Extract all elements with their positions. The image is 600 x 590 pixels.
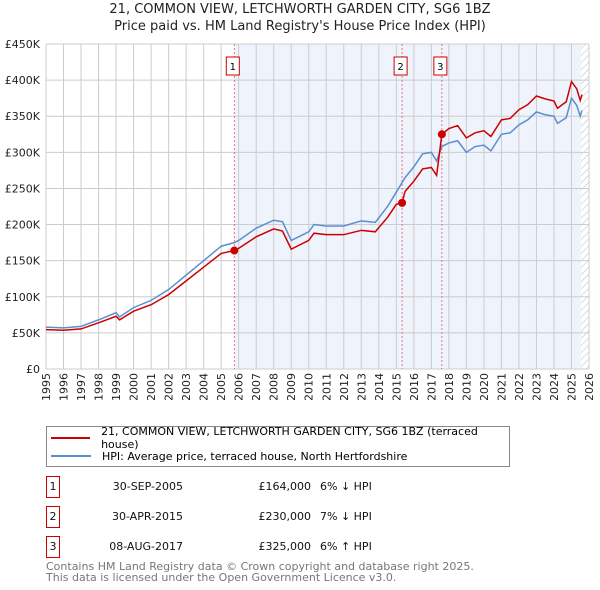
sale-point <box>437 130 446 139</box>
x-tick-label: 2012 <box>338 373 351 400</box>
x-tick-label: 2023 <box>530 373 543 400</box>
x-tick-label: 2002 <box>163 373 176 400</box>
forecast-hatch <box>581 44 589 369</box>
chart-subtitle: Price paid vs. HM Land Registry's House … <box>114 19 486 34</box>
sale-hpi-diff: 6% ↑ HPI <box>320 540 372 553</box>
x-tick-label: 1997 <box>75 373 88 400</box>
sale-label: 3 <box>437 62 443 73</box>
y-tick-label: £250K <box>5 182 41 195</box>
x-tick-label: 2017 <box>425 373 438 400</box>
x-tick-label: 2003 <box>180 373 193 400</box>
legend-swatch-price <box>51 437 91 439</box>
sale-badge: 3 <box>46 536 60 558</box>
x-tick-label: 2024 <box>548 373 561 400</box>
y-tick-label: £200K <box>5 219 41 232</box>
x-tick-label: 2022 <box>513 373 526 400</box>
sale-hpi-diff: 6% ↓ HPI <box>320 480 372 493</box>
legend-label: 21, COMMON VIEW, LETCHWORTH GARDEN CITY,… <box>101 425 478 451</box>
sale-price: £325,000 <box>258 540 312 553</box>
sale-price: £164,000 <box>258 480 312 493</box>
sale-badge: 1 <box>46 476 60 498</box>
x-tick-label: 2008 <box>268 373 281 400</box>
y-tick-label: £350K <box>5 110 41 123</box>
sale-label: 1 <box>230 62 236 73</box>
x-tick-label: 2011 <box>320 373 333 400</box>
sale-badge: 2 <box>46 506 60 528</box>
sale-point <box>398 198 407 207</box>
x-tick-label: 2009 <box>285 373 298 400</box>
x-tick-label: 2025 <box>565 373 578 400</box>
y-tick-label: £150K <box>5 255 41 268</box>
y-tick-label: £400K <box>5 74 41 87</box>
x-tick-label: 2006 <box>233 373 246 400</box>
x-tick-label: 2015 <box>390 373 403 400</box>
x-tick-label: 1999 <box>110 373 123 400</box>
sale-label-box <box>433 56 448 76</box>
x-tick-label: 2013 <box>355 373 368 400</box>
x-tick-label: 2004 <box>198 373 211 400</box>
x-tick-label: 1995 <box>40 373 53 400</box>
x-tick-label: 2016 <box>408 373 421 400</box>
y-tick-label: £50K <box>12 327 41 340</box>
sale-row: 3 08-AUG-2017 £325,000 6% ↑ HPI <box>46 536 446 558</box>
x-tick-label: 2014 <box>373 373 386 400</box>
x-tick-label: 2010 <box>303 373 316 400</box>
sale-row: 2 30-APR-2015 £230,000 7% ↓ HPI <box>46 506 446 528</box>
x-tick-label: 1996 <box>58 373 71 400</box>
x-tick-label: 2020 <box>478 373 491 400</box>
legend-label: HPI: Average price, terraced house, Nort… <box>102 449 408 463</box>
y-tick-label: £300K <box>5 146 41 159</box>
x-tick-label: 2001 <box>145 373 158 400</box>
sale-period-shade <box>234 44 582 369</box>
sale-point <box>230 246 239 255</box>
legend-item-price: 21, COMMON VIEW, LETCHWORTH GARDEN CITY,… <box>51 425 509 451</box>
x-tick-label: 2018 <box>443 373 456 400</box>
chart-title: 21, COMMON VIEW, LETCHWORTH GARDEN CITY,… <box>109 2 491 17</box>
x-tick-label: 1998 <box>93 373 106 400</box>
footer-licence: This data is licensed under the Open Gov… <box>46 571 397 584</box>
sale-row: 1 30-SEP-2005 £164,000 6% ↓ HPI <box>46 476 446 498</box>
sale-label: 2 <box>397 62 403 73</box>
x-tick-label: 2019 <box>460 373 473 400</box>
sale-label-box <box>225 56 240 76</box>
sale-date: 30-APR-2015 <box>111 510 183 523</box>
y-tick-label: £100K <box>5 291 41 304</box>
footer-copyright: Contains HM Land Registry data © Crown c… <box>46 560 474 573</box>
x-tick-label: 2000 <box>128 373 141 400</box>
hpi-line <box>45 96 583 329</box>
sale-price: £230,000 <box>258 510 312 523</box>
sale-label-box <box>393 56 408 76</box>
price-chart: 1995 1996 1997 1998 1999 2000 2001 2002 2003 2004… <box>5 38 596 400</box>
y-tick-label: £0 <box>26 363 40 376</box>
legend-swatch-hpi <box>51 455 91 457</box>
x-tick-label: 2007 <box>250 373 263 400</box>
sale-date: 30-SEP-2005 <box>112 480 183 493</box>
x-tick-label: 2005 <box>215 373 228 400</box>
y-tick-label: £450K <box>5 38 41 51</box>
sale-date: 08-AUG-2017 <box>109 540 183 553</box>
legend-item-hpi: HPI: Average price, terraced house, Nort… <box>51 448 407 464</box>
x-tick-label: 2026 <box>583 373 596 400</box>
legend: 21, COMMON VIEW, LETCHWORTH GARDEN CITY,… <box>46 425 510 467</box>
x-tick-label: 2021 <box>495 373 508 400</box>
sale-hpi-diff: 7% ↓ HPI <box>320 510 372 523</box>
